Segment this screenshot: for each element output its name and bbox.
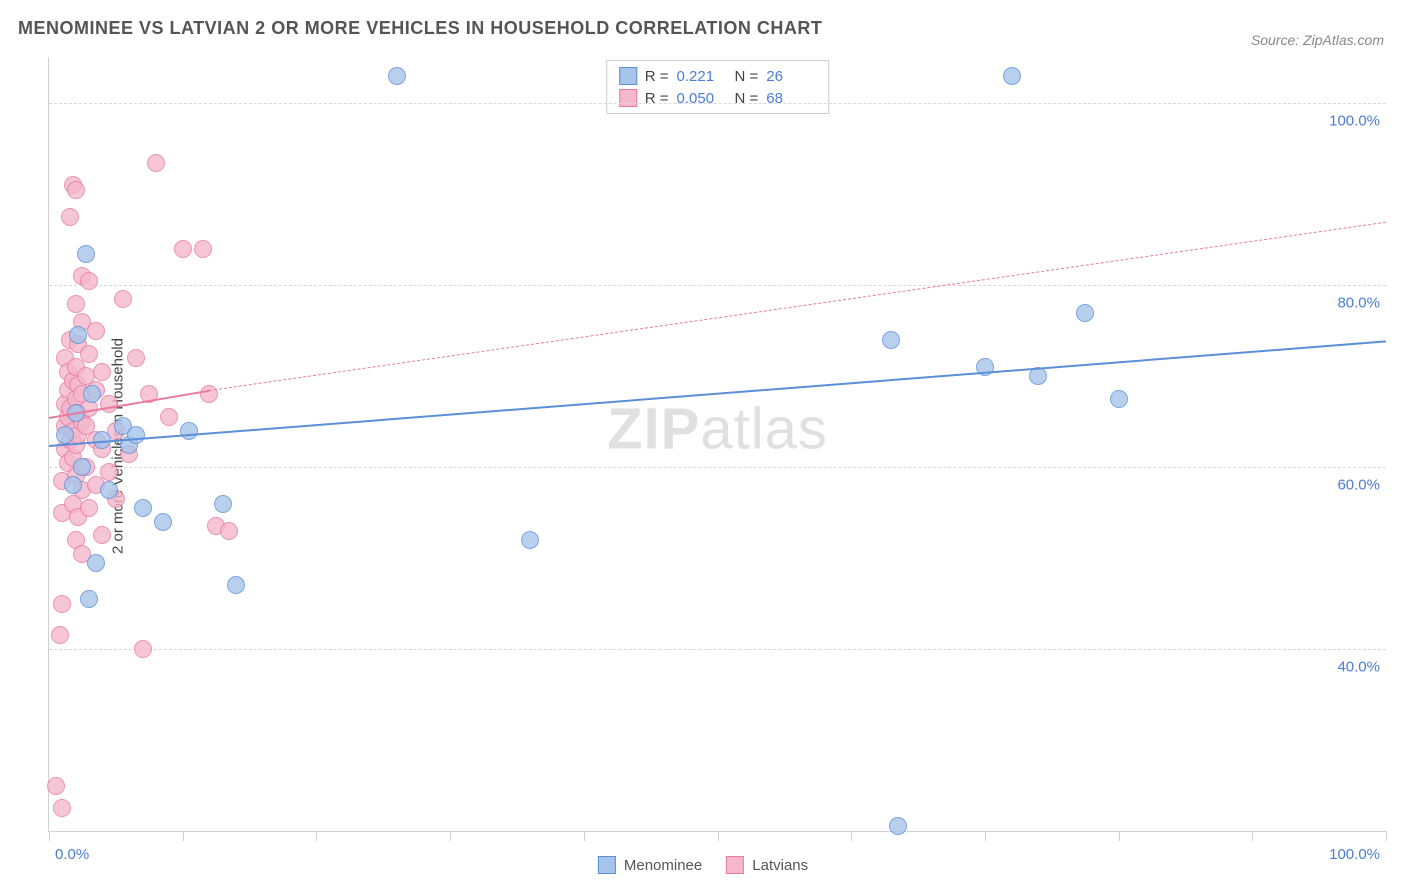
gridline-h [49,649,1386,650]
data-point-menominee [388,67,406,85]
x-tick [1252,831,1253,841]
data-point-menominee [154,513,172,531]
data-point-latvians [47,777,65,795]
legend-swatch-latvians [726,856,744,874]
data-point-menominee [180,422,198,440]
x-tick [49,831,50,841]
legend-row-latvians: R = 0.050 N = 68 [619,87,817,109]
data-point-latvians [53,595,71,613]
data-point-menominee [227,576,245,594]
y-tick-label: 40.0% [1337,659,1380,676]
data-point-menominee [73,458,91,476]
x-tick [1119,831,1120,841]
x-tick-label: 100.0% [1329,846,1380,863]
n-value-menominee: 26 [766,68,816,85]
data-point-latvians [194,240,212,258]
data-point-latvians [134,640,152,658]
data-point-latvians [160,408,178,426]
trend-line [209,222,1386,391]
legend-item-menominee: Menominee [598,856,702,874]
gridline-h [49,103,1386,104]
n-label: N = [735,68,759,85]
legend-swatch-menominee [619,67,637,85]
x-tick [985,831,986,841]
x-tick [718,831,719,841]
y-tick-label: 80.0% [1337,295,1380,312]
trend-line [49,340,1386,447]
legend-row-menominee: R = 0.221 N = 26 [619,65,817,87]
source-attribution: Source: ZipAtlas.com [1251,32,1384,48]
data-point-menominee [1076,304,1094,322]
data-point-menominee [214,495,232,513]
data-point-menominee [127,426,145,444]
data-point-menominee [521,531,539,549]
data-point-latvians [220,522,238,540]
legend-swatch-menominee [598,856,616,874]
data-point-menominee [83,385,101,403]
watermark: ZIPatlas [607,396,828,463]
data-point-latvians [80,272,98,290]
chart-title: MENOMINEE VS LATVIAN 2 OR MORE VEHICLES … [18,18,822,39]
data-point-menominee [80,590,98,608]
data-point-latvians [100,395,118,413]
data-point-menominee [1110,390,1128,408]
legend-label-latvians: Latvians [752,857,808,874]
data-point-latvians [147,154,165,172]
data-point-menominee [882,331,900,349]
y-tick-label: 60.0% [1337,477,1380,494]
x-tick [1386,831,1387,841]
r-value-menominee: 0.221 [677,68,727,85]
data-point-latvians [93,526,111,544]
x-tick [584,831,585,841]
data-point-menominee [77,245,95,263]
data-point-latvians [67,181,85,199]
x-tick [183,831,184,841]
data-point-latvians [80,345,98,363]
data-point-menominee [1003,67,1021,85]
data-point-menominee [889,817,907,835]
legend-item-latvians: Latvians [726,856,808,874]
data-point-latvians [114,290,132,308]
data-point-menominee [56,426,74,444]
data-point-menominee [69,326,87,344]
legend-correlation: R = 0.221 N = 26 R = 0.050 N = 68 [606,60,830,114]
data-point-latvians [53,799,71,817]
data-point-latvians [67,295,85,313]
data-point-menominee [100,481,118,499]
data-point-latvians [93,363,111,381]
data-point-latvians [100,463,118,481]
watermark-bold: ZIP [607,397,700,462]
x-tick [851,831,852,841]
data-point-latvians [61,208,79,226]
data-point-menominee [134,499,152,517]
gridline-h [49,285,1386,286]
data-point-menominee [64,476,82,494]
plot-area: ZIPatlas R = 0.221 N = 26 R = 0.050 N = … [48,58,1386,832]
x-tick [316,831,317,841]
legend-series: Menominee Latvians [598,856,808,874]
data-point-latvians [174,240,192,258]
data-point-menominee [87,554,105,572]
gridline-h [49,467,1386,468]
y-tick-label: 100.0% [1329,113,1380,130]
data-point-latvians [87,322,105,340]
watermark-rest: atlas [700,397,828,462]
legend-label-menominee: Menominee [624,857,702,874]
chart-container: MENOMINEE VS LATVIAN 2 OR MORE VEHICLES … [0,0,1406,892]
data-point-latvians [51,626,69,644]
data-point-latvians [127,349,145,367]
r-label: R = [645,68,669,85]
x-tick [450,831,451,841]
data-point-latvians [80,499,98,517]
x-tick-label: 0.0% [55,846,89,863]
